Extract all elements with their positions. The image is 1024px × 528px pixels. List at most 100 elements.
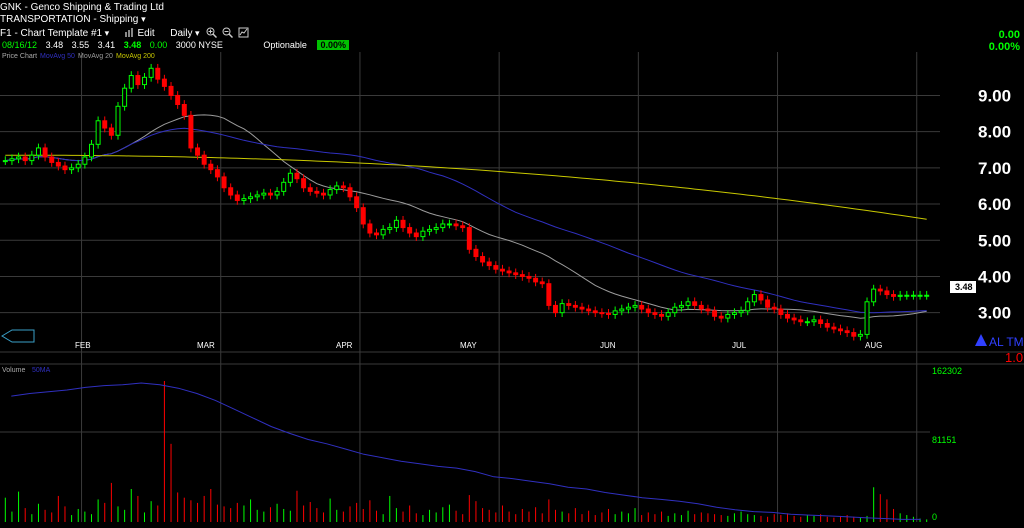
candle-body xyxy=(214,169,220,178)
candle-body xyxy=(88,143,94,158)
period-dropdown[interactable]: Daily xyxy=(170,28,199,39)
candle-body xyxy=(712,310,718,317)
moving-averages xyxy=(5,114,927,319)
candle-body xyxy=(539,281,545,285)
price-tick-label: 9.00 xyxy=(978,86,1011,105)
candle-body xyxy=(533,277,539,283)
candle-body xyxy=(254,194,260,198)
candle-body xyxy=(433,227,439,230)
candle-body xyxy=(334,185,340,191)
candle-body xyxy=(181,103,187,116)
candle-body xyxy=(758,294,764,301)
quote-exchange: NYSE xyxy=(198,40,223,50)
candle-body xyxy=(188,114,194,149)
price-tick-label: 8.00 xyxy=(978,123,1011,142)
candle-body xyxy=(248,196,254,200)
price-tick-label: 7.00 xyxy=(978,159,1011,178)
month-label: MAY xyxy=(460,341,477,350)
ma50-line xyxy=(5,127,927,314)
candle-body xyxy=(281,181,287,192)
price-legend: Price Chart MovAvg 50 MovAvg 20 MovAvg 2… xyxy=(2,53,155,60)
candle-body xyxy=(526,275,532,279)
candle-body xyxy=(844,330,850,334)
edit-label: Edit xyxy=(137,28,155,39)
period-label: Daily xyxy=(170,28,193,39)
volume-tick-zero: 0 xyxy=(932,512,937,522)
candle-body xyxy=(314,190,320,194)
candle-body xyxy=(652,312,658,315)
bars-icon xyxy=(124,28,133,37)
candle-body xyxy=(75,163,81,169)
candle-body xyxy=(274,190,280,196)
candle-body xyxy=(427,228,433,232)
month-label: APR xyxy=(336,341,353,350)
edit-button[interactable]: Edit xyxy=(124,28,158,39)
alert-value: 1.0 xyxy=(1005,350,1023,365)
candle-body xyxy=(360,207,366,225)
volume-legend: Volume 50MA xyxy=(2,367,51,374)
candle-body xyxy=(42,147,48,158)
candle-body xyxy=(499,268,505,272)
candle-body xyxy=(473,248,479,258)
ma200-line xyxy=(5,154,927,220)
candle-body xyxy=(877,288,883,292)
candle-body xyxy=(221,176,227,189)
price-tick-label: 4.00 xyxy=(978,267,1011,286)
candle-body xyxy=(725,313,731,319)
candle-body xyxy=(818,319,824,325)
template-dropdown[interactable]: F1 - Chart Template #1 xyxy=(0,28,109,39)
zoom-in-icon[interactable] xyxy=(206,27,218,39)
volume-tick-max: 162302 xyxy=(932,366,962,376)
candle-body xyxy=(831,326,837,330)
candle-body xyxy=(446,223,452,226)
candle-body xyxy=(665,312,671,317)
candle-body xyxy=(771,306,777,310)
candle-body xyxy=(49,156,55,163)
zoom-out-icon[interactable] xyxy=(222,27,234,39)
scroll-left-icon[interactable] xyxy=(1,329,35,343)
alert-label: AL TML xyxy=(989,335,1024,349)
candle-body xyxy=(692,301,698,306)
candle-body xyxy=(62,165,68,171)
candle-body xyxy=(201,154,207,165)
candle-body xyxy=(519,274,525,277)
price-tick-label: 3.00 xyxy=(978,304,1011,323)
candle-body xyxy=(102,120,108,129)
candle-body xyxy=(374,232,380,236)
candle-body xyxy=(294,172,300,180)
price-tick-label: 5.00 xyxy=(978,231,1011,250)
candle-body xyxy=(513,272,519,276)
month-label: JUL xyxy=(732,341,747,350)
candle-body xyxy=(804,321,810,324)
candle-body xyxy=(751,294,757,303)
candle-body xyxy=(924,294,930,297)
candle-body xyxy=(784,313,790,319)
quote-change: 0.00 xyxy=(149,40,168,50)
ma20-line xyxy=(5,114,927,319)
candle-body xyxy=(108,127,114,136)
candle-body xyxy=(572,304,578,308)
quote-close: 3.48 xyxy=(123,40,142,50)
axis-labels: 9.00 8.00 7.00 6.00 5.00 4.00 3.00 FEB MAR APR MAY… xyxy=(75,86,1011,350)
candle-body xyxy=(566,303,572,306)
candle-body xyxy=(791,317,797,321)
candle-body xyxy=(367,223,373,234)
quote-date: 08/16/12 xyxy=(2,40,38,50)
name-separator: - xyxy=(21,2,31,13)
legend-price-chart: Price Chart xyxy=(2,53,37,60)
candle-body xyxy=(851,332,857,337)
candle-body xyxy=(55,161,61,167)
candle-body xyxy=(168,85,174,96)
volume-bars xyxy=(4,381,928,522)
chart-menu-icon[interactable] xyxy=(238,27,249,38)
sector-dropdown[interactable]: TRANSPORTATION - Shipping xyxy=(0,14,146,25)
candle-body xyxy=(625,306,631,310)
candle-body xyxy=(486,261,492,267)
sector-label: TRANSPORTATION - Shipping xyxy=(0,14,139,25)
candle-body xyxy=(731,312,737,315)
candle-body xyxy=(917,294,923,297)
candle-body xyxy=(161,78,167,87)
candle-body xyxy=(387,227,393,230)
chart-area[interactable]: Price Chart MovAvg 50 MovAvg 20 MovAvg 2… xyxy=(0,52,1024,528)
candle-body xyxy=(705,308,711,312)
